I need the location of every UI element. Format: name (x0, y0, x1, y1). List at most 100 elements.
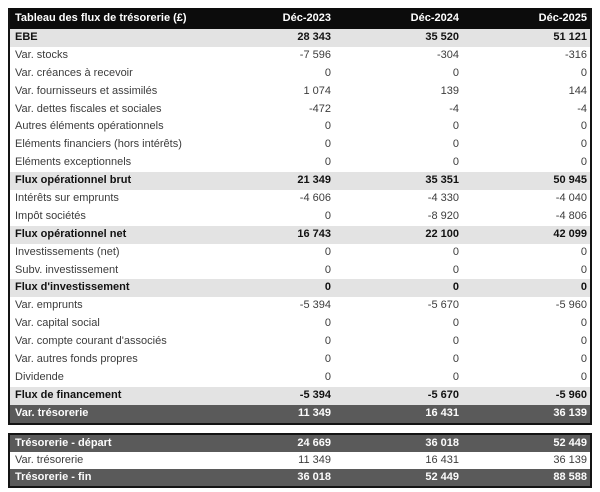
cell-value: 0 (324, 281, 331, 294)
cell-value: 0 (324, 245, 331, 258)
table-row: Var. capital social 0 0 0 (10, 315, 590, 334)
cell-value: 0 (452, 138, 459, 151)
cell-value: 36 139 (553, 406, 587, 419)
cell-value: 0 (452, 120, 459, 133)
table-row: Var. autres fonds propres 0 0 0 (10, 351, 590, 369)
cell-value: 0 (580, 353, 587, 366)
cell-value: 0 (452, 245, 459, 258)
cell-value: -4 (577, 102, 587, 115)
row-label: Var. dettes fiscales et sociales (15, 102, 162, 115)
row-label: Flux de financement (15, 388, 122, 401)
table-title: Tableau des flux de trésorerie (£) (15, 12, 187, 24)
row-label: Eléments financiers (hors intérêts) (15, 138, 182, 151)
cell-value: 0 (324, 335, 331, 348)
table-body: EBE 28 343 35 520 51 121 Var. stocks -7 … (10, 29, 590, 423)
table-row: Var. trésorerie 11 349 16 431 36 139 (10, 404, 590, 423)
cell-value: 11 349 (297, 406, 331, 419)
cell-value: -5 394 (299, 388, 331, 401)
cell-value: 0 (580, 66, 587, 79)
row-label: Investissements (net) (15, 245, 120, 258)
cell-value: 0 (452, 263, 459, 276)
cell-value: 0 (452, 335, 459, 348)
cash-flow-table-main: Tableau des flux de trésorerie (£) Déc-2… (8, 8, 592, 425)
cell-value: 0 (324, 317, 331, 330)
cell-value: 36 018 (425, 436, 459, 449)
cell-value: 0 (580, 156, 587, 169)
column-header-dec-2023: Déc-2023 (282, 12, 331, 24)
cell-value: -5 394 (299, 299, 331, 312)
cell-value: 16 431 (425, 453, 459, 466)
cell-value: 42 099 (553, 227, 587, 240)
table-row: EBE 28 343 35 520 51 121 (10, 29, 590, 47)
cell-value: 0 (580, 370, 587, 383)
cell-value: 51 121 (553, 31, 587, 43)
cell-value: 35 351 (425, 174, 459, 187)
row-label: Var. fournisseurs et assimilés (15, 84, 158, 97)
row-label: Trésorerie - fin (15, 470, 92, 483)
table-row: Var. fournisseurs et assimilés 1 074 139… (10, 82, 590, 101)
cell-value: 0 (580, 138, 587, 151)
row-label: Var. trésorerie (15, 406, 89, 419)
cell-value: -5 960 (555, 388, 587, 401)
row-label: Var. compte courant d'associés (15, 335, 167, 348)
cell-value: 0 (452, 156, 459, 169)
table-row: Flux opérationnel net 16 743 22 100 42 0… (10, 225, 590, 244)
table-row: Flux opérationnel brut 21 349 35 351 50 … (10, 172, 590, 191)
table-row: Var. stocks -7 596 -304 -316 (10, 46, 590, 65)
cell-value: 0 (324, 66, 331, 79)
cell-value: 36 018 (297, 470, 331, 483)
table-row: Eléments financiers (hors intérêts) 0 0 … (10, 136, 590, 155)
cell-value: 0 (324, 138, 331, 151)
table-row: Trésorerie - départ 24 669 36 018 52 449 (10, 434, 590, 452)
cell-value: 22 100 (425, 227, 459, 240)
table-row: Impôt sociétés 0 -8 920 -4 806 (10, 207, 590, 226)
cell-value: 36 139 (553, 453, 587, 466)
row-label: Autres éléments opérationnels (15, 120, 164, 133)
row-label: Trésorerie - départ (15, 436, 112, 449)
table-row: Flux d'investissement 0 0 0 (10, 279, 590, 298)
row-label: Flux opérationnel brut (15, 174, 132, 187)
table-row: Intérêts sur emprunts -4 606 -4 330 -4 0… (10, 190, 590, 208)
row-label: Var. créances à recevoir (15, 66, 133, 79)
table-header-row: Tableau des flux de trésorerie (£) Déc-2… (10, 8, 590, 29)
cell-value: 0 (452, 66, 459, 79)
cell-value: 0 (324, 120, 331, 133)
cell-value: 0 (580, 281, 587, 294)
table-row: Dividende 0 0 0 (10, 368, 590, 387)
cell-value: 0 (580, 263, 587, 276)
column-header-dec-2025: Déc-2025 (538, 12, 587, 24)
table-row: Trésorerie - fin 36 018 52 449 88 588 (10, 468, 590, 486)
cash-flow-statement: Tableau des flux de trésorerie (£) Déc-2… (8, 8, 592, 488)
cell-value: -304 (436, 48, 459, 61)
row-label: Flux d'investissement (15, 281, 130, 294)
cell-value: 50 945 (553, 174, 587, 187)
cell-value: 52 449 (553, 436, 587, 449)
table-row: Var. créances à recevoir 0 0 0 (10, 64, 590, 83)
cell-value: 0 (324, 156, 331, 169)
summary-table-body: Trésorerie - départ 24 669 36 018 52 449… (10, 434, 590, 486)
row-label: Impôt sociétés (15, 209, 86, 222)
cell-value: -316 (564, 48, 587, 61)
cell-value: -5 670 (427, 388, 459, 401)
cell-value: 144 (568, 84, 587, 97)
section-separator (8, 424, 592, 433)
cell-value: -4 040 (555, 192, 587, 205)
row-label: Var. capital social (15, 317, 100, 330)
cell-value: 35 520 (425, 31, 459, 43)
cell-value: 0 (452, 317, 459, 330)
cell-value: 0 (324, 353, 331, 366)
cell-value: 0 (324, 209, 331, 222)
cell-value: -5 670 (427, 299, 459, 312)
cell-value: 52 449 (425, 470, 459, 483)
table-row: Investissements (net) 0 0 0 (10, 243, 590, 262)
cell-value: -472 (308, 102, 331, 115)
row-label: Var. trésorerie (15, 453, 84, 466)
cell-value: 139 (440, 84, 459, 97)
cell-value: 0 (580, 120, 587, 133)
table-row: Var. emprunts -5 394 -5 670 -5 960 (10, 297, 590, 316)
row-label: Var. stocks (15, 48, 68, 61)
table-row: Subv. investissement 0 0 0 (10, 261, 590, 280)
table-row: Autres éléments opérationnels 0 0 0 (10, 118, 590, 137)
row-label: Intérêts sur emprunts (15, 192, 119, 205)
